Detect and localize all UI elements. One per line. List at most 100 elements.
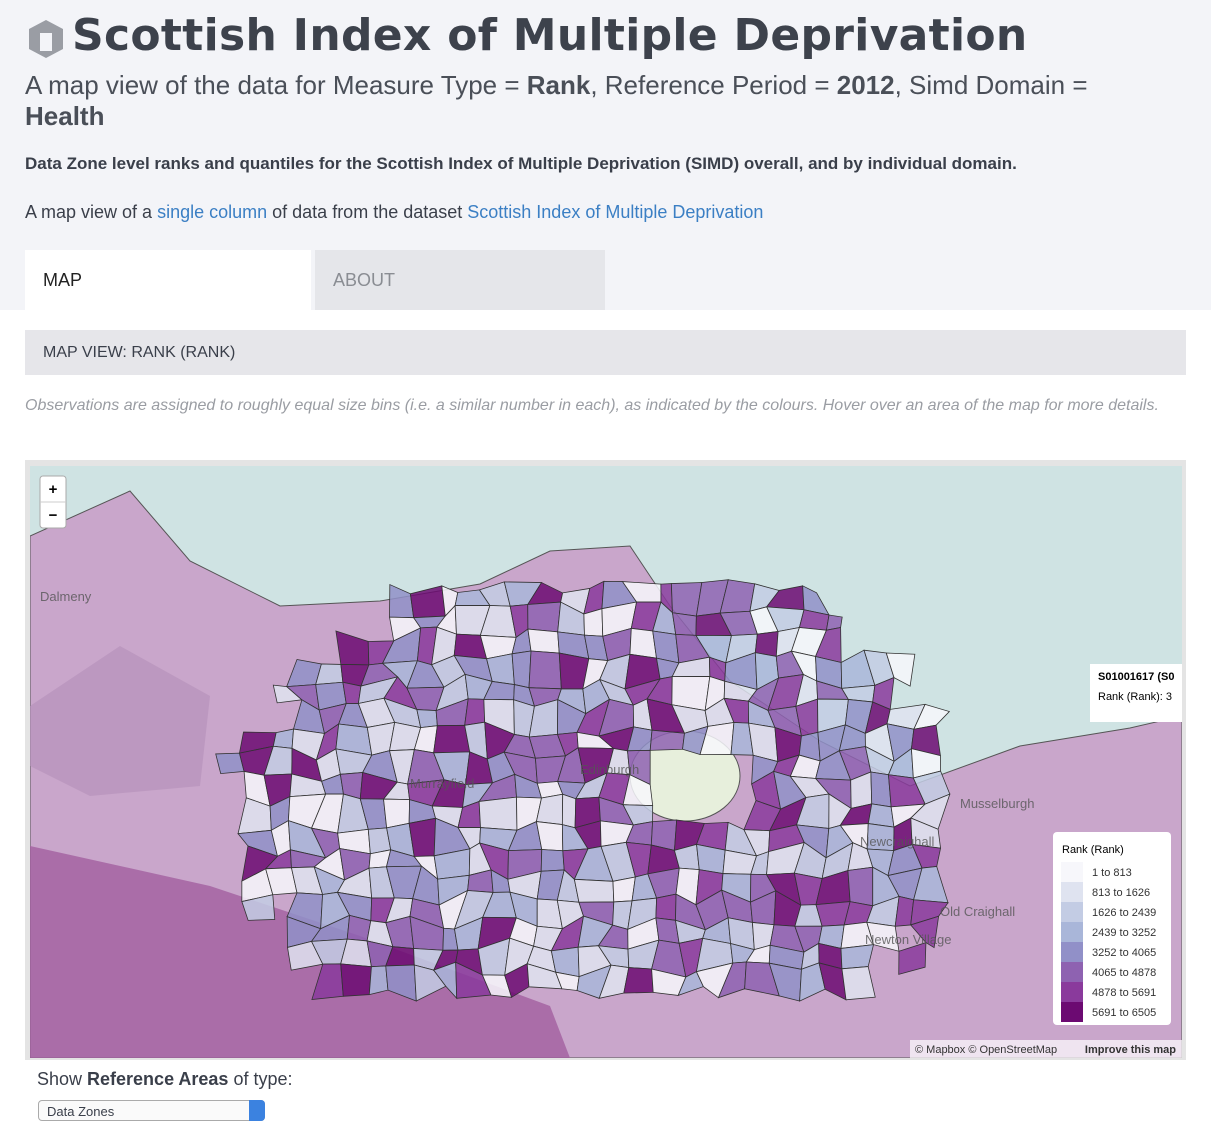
legend: Rank (Rank) 1 to 813 813 to 1626 1626 to 2… bbox=[1053, 832, 1171, 1025]
logo-icon bbox=[29, 20, 63, 58]
data-zone bbox=[612, 876, 636, 903]
place-label: Newcraighall bbox=[860, 834, 935, 849]
zoom-in[interactable]: + bbox=[49, 481, 58, 498]
legend-swatch bbox=[1061, 862, 1083, 882]
legend-label: 4065 to 4878 bbox=[1092, 967, 1156, 979]
legend-swatch bbox=[1061, 922, 1083, 942]
data-zone bbox=[841, 966, 876, 1001]
legend-title: Rank (Rank) bbox=[1062, 844, 1124, 856]
tab-map[interactable]: MAP bbox=[25, 250, 311, 310]
select-value: Data Zones bbox=[47, 1104, 115, 1119]
tooltip: S01001617 (S0 Rank (Rank): 3 bbox=[1090, 664, 1182, 722]
attribution: © Mapbox © OpenStreetMap bbox=[915, 1044, 1057, 1056]
place-label: Musselburgh bbox=[960, 796, 1034, 811]
legend-swatch bbox=[1061, 882, 1083, 902]
data-zone bbox=[368, 965, 389, 996]
tooltip-value: Rank (Rank): 3 bbox=[1098, 691, 1172, 703]
data-zone bbox=[383, 798, 410, 829]
place-label: Dalmeny bbox=[40, 589, 92, 604]
page-title: Scottish Index of Multiple Deprivation bbox=[72, 10, 1028, 61]
subtitle-text: , Simd Domain = bbox=[894, 70, 1088, 100]
place-label: Edinburgh bbox=[580, 762, 639, 777]
legend-label: 1 to 813 bbox=[1092, 867, 1132, 879]
reference-areas-label: Show Reference Areas of type: bbox=[37, 1069, 293, 1090]
place-label: Newton Village bbox=[865, 932, 951, 947]
source-line: A map view of a single column of data fr… bbox=[25, 202, 763, 223]
legend-swatch bbox=[1061, 982, 1083, 1002]
data-zone bbox=[433, 724, 471, 754]
label-bold: Reference Areas bbox=[87, 1069, 229, 1089]
data-zone bbox=[540, 849, 565, 872]
legend-label: 3252 to 4065 bbox=[1092, 947, 1156, 959]
tooltip-title: S01001617 (S0 bbox=[1098, 671, 1174, 683]
area-type-select[interactable]: Data Zones bbox=[38, 1100, 265, 1121]
data-zone bbox=[847, 866, 874, 907]
data-zone bbox=[671, 612, 697, 636]
data-zone bbox=[416, 709, 438, 729]
rural-region bbox=[30, 646, 210, 796]
label-text: Show bbox=[37, 1069, 88, 1089]
data-zone bbox=[909, 915, 940, 949]
data-zone bbox=[340, 963, 372, 997]
data-zone bbox=[528, 650, 562, 690]
source-text: of data from the dataset bbox=[267, 202, 468, 222]
attribution-box bbox=[910, 1040, 1182, 1058]
data-zone bbox=[511, 650, 532, 689]
legend-swatch bbox=[1061, 962, 1083, 982]
data-zone bbox=[478, 796, 518, 831]
panel-note: Observations are assigned to roughly equ… bbox=[25, 397, 1159, 414]
measure: Rank bbox=[526, 70, 591, 100]
data-zone bbox=[885, 652, 916, 687]
data-zone bbox=[629, 627, 657, 659]
zoom-control: + − bbox=[39, 475, 67, 529]
legend-swatch bbox=[1061, 942, 1083, 962]
data-zone bbox=[241, 894, 276, 921]
legend-label: 2439 to 3252 bbox=[1092, 927, 1156, 939]
data-zone bbox=[649, 729, 685, 751]
data-zones bbox=[215, 579, 951, 1002]
place-label: Old Craighall bbox=[940, 904, 1015, 919]
data-zone bbox=[840, 944, 875, 970]
legend-swatch bbox=[1061, 902, 1083, 922]
data-zone bbox=[867, 803, 895, 828]
data-zone bbox=[408, 817, 436, 857]
label-text: of type: bbox=[228, 1069, 293, 1089]
subtitle: A map view of the data for Measure Type … bbox=[25, 70, 1175, 132]
column-link[interactable]: single column bbox=[157, 202, 268, 222]
tooltip-box bbox=[1090, 664, 1182, 722]
legend-label: 5691 to 6505 bbox=[1092, 1007, 1156, 1019]
data-zone bbox=[623, 967, 654, 994]
subtitle-text: , Reference Period = bbox=[590, 70, 837, 100]
data-zone bbox=[754, 631, 779, 657]
data-zone bbox=[464, 698, 486, 726]
data-zone bbox=[573, 878, 615, 903]
legend-label: 4878 to 5691 bbox=[1092, 987, 1156, 999]
data-zone bbox=[583, 608, 604, 637]
domain: Health bbox=[25, 101, 105, 131]
data-zone bbox=[898, 942, 927, 975]
improve-map-link[interactable]: Improve this map bbox=[1085, 1044, 1176, 1056]
place-label: Murrayfield bbox=[410, 776, 474, 791]
description: Data Zone level ranks and quantiles for … bbox=[25, 154, 1017, 173]
tab-about[interactable]: ABOUT bbox=[315, 250, 605, 310]
subtitle-text: A map view of the data for Measure Type … bbox=[25, 70, 527, 100]
dataset-link[interactable]: Scottish Index of Multiple Deprivation bbox=[467, 202, 764, 222]
map-frame: Dalmeny Edinburgh Musselburgh Newcraighall O… bbox=[25, 460, 1186, 1060]
data-zone bbox=[870, 771, 892, 808]
source-text: A map view of a bbox=[25, 202, 158, 222]
panel-header: MAP VIEW: RANK (RANK) bbox=[25, 330, 1186, 375]
data-zone bbox=[342, 681, 362, 705]
map[interactable]: Dalmeny Edinburgh Musselburgh Newcraighall O… bbox=[30, 466, 1182, 1058]
legend-swatch bbox=[1061, 1002, 1083, 1022]
data-zone bbox=[527, 628, 560, 654]
select-button[interactable] bbox=[249, 1100, 265, 1121]
period: 2012 bbox=[836, 70, 895, 100]
zoom-out[interactable]: − bbox=[49, 507, 58, 524]
place-labels: Dalmeny Edinburgh Musselburgh Newcraighall O… bbox=[40, 589, 1034, 947]
data-zone bbox=[655, 893, 677, 921]
data-zone bbox=[561, 793, 577, 829]
legend-label: 1626 to 2439 bbox=[1092, 907, 1156, 919]
data-zone bbox=[527, 601, 562, 633]
